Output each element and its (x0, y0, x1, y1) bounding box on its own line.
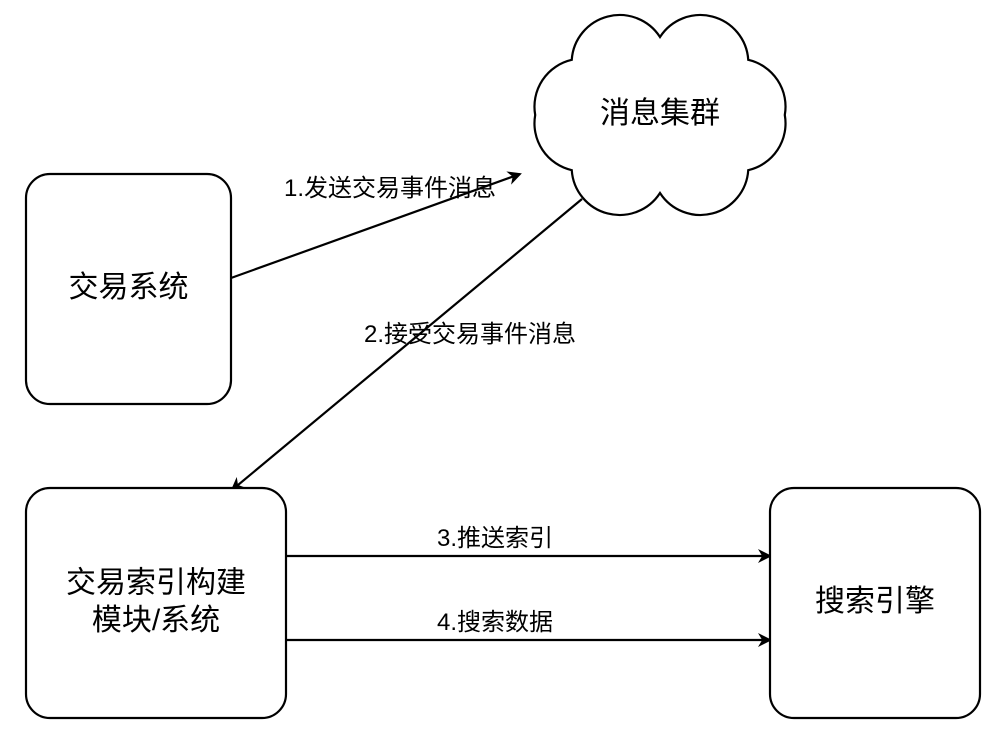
edge-label-e2: 2.接受交易事件消息 (364, 321, 576, 348)
edge-e3: 3.推送索引 (286, 525, 770, 556)
flow-diagram: 1.发送交易事件消息 2.接受交易事件消息 3.推送索引 4.搜索数据 交易系统 消息集群… (0, 0, 1000, 734)
node-index_builder: 交易索引构建模块/系统 (26, 488, 286, 718)
node-search_engine: 搜索引擎 (770, 488, 980, 718)
node-label-message_cluster: 消息集群 (600, 97, 720, 130)
node-label-search_engine: 搜索引擎 (815, 585, 935, 618)
node-label-trading_system: 交易系统 (69, 271, 189, 304)
edge-label-e1: 1.发送交易事件消息 (284, 175, 496, 202)
edge-label-e4: 4.搜索数据 (437, 609, 553, 636)
edge-e4: 4.搜索数据 (286, 609, 770, 640)
node-message_cluster: 消息集群 (534, 15, 785, 215)
edge-e1: 1.发送交易事件消息 (231, 174, 520, 278)
node-trading_system: 交易系统 (26, 174, 231, 404)
edge-label-e3: 3.推送索引 (437, 525, 553, 552)
edge-e2: 2.接受交易事件消息 (232, 199, 582, 490)
